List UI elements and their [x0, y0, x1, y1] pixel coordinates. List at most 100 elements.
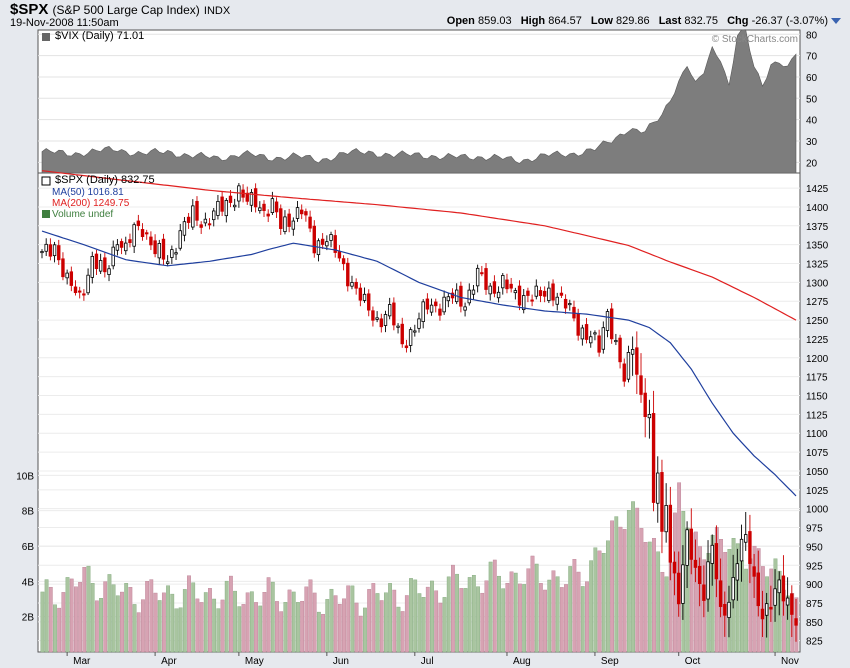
volume-bar [379, 600, 384, 653]
candle-body [685, 529, 689, 566]
volume-bar [400, 611, 405, 653]
candle-body [660, 472, 664, 532]
volume-bar [262, 592, 267, 653]
volume-bar [245, 592, 250, 653]
candle-body [111, 246, 115, 267]
candle-body [379, 318, 383, 328]
exchange: INDX [203, 5, 231, 17]
candle-body [320, 238, 325, 245]
price-tick-label: 1300 [806, 278, 829, 289]
volume-bar [258, 605, 263, 653]
volume-bar [136, 612, 141, 653]
candle-body [279, 208, 283, 229]
candle-body [785, 597, 790, 606]
candle-body [245, 192, 249, 202]
candle-body [178, 230, 182, 249]
volume-bar [216, 608, 221, 653]
volume-bar [488, 561, 493, 653]
candle-body [82, 293, 86, 296]
candle-body [773, 588, 777, 606]
candle-body [253, 188, 258, 208]
volume-bar [363, 607, 367, 653]
volume-bar [224, 580, 229, 653]
candle-body [580, 327, 585, 340]
candle-body [551, 283, 555, 301]
candle-body [258, 207, 262, 212]
candle-body [354, 281, 358, 289]
volume-bar [128, 587, 133, 653]
volume-bar [157, 600, 162, 653]
candle-body [584, 324, 589, 340]
candle-body [446, 296, 451, 302]
candle-body [44, 243, 48, 252]
candle-body [274, 201, 279, 213]
volume-bar [480, 592, 485, 653]
candle-body [346, 262, 350, 287]
last-value: 832.75 [684, 15, 719, 27]
volume-bar [484, 580, 489, 653]
x-tick-label: Apr [161, 656, 177, 667]
volume-bar [120, 591, 124, 653]
volume-bar [551, 570, 556, 653]
price-tick-label: 1175 [806, 373, 828, 384]
volume-bar [153, 592, 158, 653]
volume-bar [421, 597, 426, 653]
volume-bar [576, 571, 581, 653]
candle-body [442, 296, 446, 313]
volume-bar [564, 584, 568, 653]
candle-body [488, 285, 492, 295]
candle-body [589, 336, 593, 344]
candle-body [706, 561, 710, 600]
price-tick-label: 1350 [806, 241, 829, 252]
candle-body [170, 249, 174, 258]
volume-bar [237, 606, 242, 653]
candle-body [563, 298, 568, 309]
volume-bar [497, 575, 501, 653]
volume-bar [337, 603, 342, 653]
candle-body [534, 285, 538, 297]
volume-bar [358, 615, 363, 653]
candle-body [266, 213, 270, 217]
spx-legend: $SPX (Daily) 832.75 [55, 174, 155, 186]
volume-bar [392, 589, 397, 653]
volume-tick-label: 6B [22, 542, 35, 553]
candle-body [739, 538, 744, 562]
volume-bar [203, 592, 208, 653]
volume-bar [141, 599, 145, 653]
volume-bar [534, 563, 539, 653]
candle-body [522, 295, 526, 311]
price-tick-label: 1275 [806, 297, 829, 308]
candle-body [459, 285, 463, 307]
volume-bar [107, 574, 112, 653]
volume-bar [229, 575, 233, 653]
volume-bar [509, 571, 514, 653]
candle-body [760, 608, 765, 620]
candle-body [270, 198, 275, 213]
candle-body [94, 253, 99, 270]
x-tick-label: Oct [685, 656, 701, 667]
candle-body [559, 292, 564, 296]
candle-body [790, 593, 794, 615]
volume-bar [463, 588, 468, 653]
volume-bar [312, 592, 317, 653]
candle-body [635, 347, 639, 375]
x-tick-label: Nov [781, 656, 799, 667]
candle-body [387, 304, 392, 317]
vix-tick-label: 40 [806, 116, 818, 127]
price-tick-label: 1250 [806, 316, 829, 327]
ma50-line [41, 230, 797, 497]
dropdown-caret-icon[interactable] [831, 18, 841, 24]
volume-bar [396, 606, 401, 653]
candle-body [132, 224, 136, 247]
volume-bar [467, 577, 472, 653]
candle-body [400, 323, 404, 345]
candle-body [249, 192, 254, 206]
candle-body [702, 584, 706, 601]
price-tick-label: 1225 [806, 335, 829, 346]
volume-bar [367, 589, 372, 653]
candle-body [601, 327, 606, 350]
volume-bar [266, 577, 271, 653]
volume-bar [149, 579, 154, 653]
volume-bar [233, 590, 237, 653]
candle-body [165, 261, 170, 264]
